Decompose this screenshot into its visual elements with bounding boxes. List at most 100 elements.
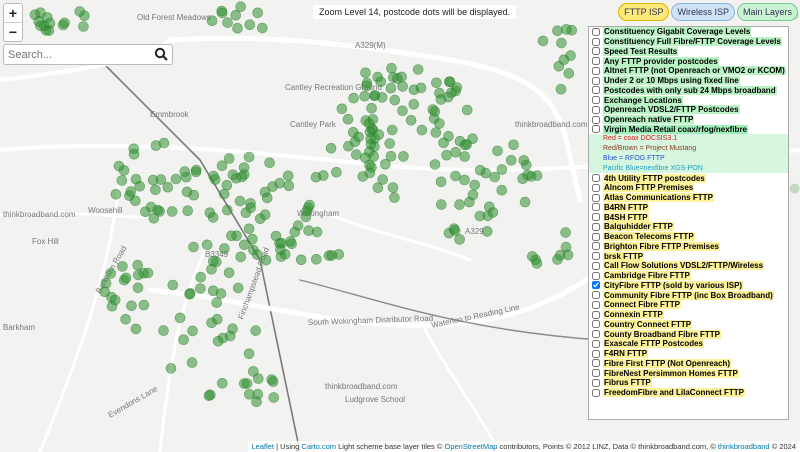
postcode-dot[interactable]	[223, 267, 235, 279]
postcode-dot[interactable]	[178, 334, 189, 346]
postcode-dot[interactable]	[389, 94, 401, 106]
postcode-dot[interactable]	[244, 19, 256, 31]
checkbox[interactable]	[592, 174, 600, 183]
postcode-dot[interactable]	[444, 76, 456, 87]
postcode-dot[interactable]	[147, 174, 159, 186]
checkbox[interactable]	[592, 320, 600, 329]
postcode-dot[interactable]	[467, 189, 479, 201]
postcode-dot[interactable]	[261, 192, 273, 204]
checkbox[interactable]	[592, 281, 600, 290]
checkbox[interactable]	[592, 203, 600, 212]
postcode-dot[interactable]	[789, 183, 800, 194]
postcode-dot[interactable]	[435, 94, 447, 105]
checkbox[interactable]	[592, 96, 600, 105]
checkbox[interactable]	[592, 369, 600, 378]
postcode-dot[interactable]	[391, 73, 403, 84]
checkbox[interactable]	[592, 261, 600, 270]
postcode-dot[interactable]	[243, 223, 255, 235]
postcode-dot[interactable]	[496, 184, 508, 196]
postcode-dot[interactable]	[250, 325, 261, 336]
postcode-dot[interactable]	[105, 268, 116, 279]
postcode-dot[interactable]	[217, 377, 228, 389]
checkbox[interactable]	[592, 183, 600, 192]
postcode-dot[interactable]	[517, 173, 529, 184]
postcode-dot[interactable]	[247, 233, 258, 245]
postcode-dot[interactable]	[397, 81, 408, 92]
postcode-dot[interactable]	[165, 363, 177, 374]
postcode-dot[interactable]	[454, 234, 465, 245]
postcode-dot[interactable]	[459, 174, 470, 186]
postcode-dot[interactable]	[450, 170, 461, 182]
postcode-dot[interactable]	[109, 294, 121, 306]
postcode-dot[interactable]	[474, 210, 486, 222]
checkbox[interactable]	[592, 115, 600, 124]
postcode-dot[interactable]	[236, 171, 248, 183]
postcode-dot[interactable]	[126, 300, 137, 312]
postcode-dot[interactable]	[459, 139, 471, 151]
checkbox[interactable]	[592, 252, 600, 261]
postcode-dot[interactable]	[274, 177, 286, 189]
postcode-dot[interactable]	[44, 17, 56, 29]
checkbox[interactable]	[592, 213, 600, 222]
postcode-dot[interactable]	[195, 271, 206, 283]
postcode-dot[interactable]	[349, 136, 361, 147]
postcode-dot[interactable]	[188, 241, 199, 253]
postcode-dot[interactable]	[310, 171, 322, 183]
postcode-dot[interactable]	[285, 236, 296, 247]
postcode-dot[interactable]	[252, 7, 264, 19]
postcode-dot[interactable]	[389, 192, 400, 203]
postcode-dot[interactable]	[174, 312, 186, 324]
postcode-dot[interactable]	[206, 15, 218, 27]
postcode-dot[interactable]	[386, 62, 397, 74]
checkbox[interactable]	[592, 125, 600, 134]
postcode-dot[interactable]	[325, 143, 337, 154]
postcode-dot[interactable]	[560, 227, 571, 238]
postcode-dot[interactable]	[474, 165, 486, 176]
tab[interactable]: Main Layers	[736, 3, 798, 21]
postcode-dot[interactable]	[74, 6, 86, 17]
postcode-dot[interactable]	[360, 67, 371, 79]
postcode-dot[interactable]	[134, 181, 145, 192]
postcode-dot[interactable]	[142, 267, 154, 279]
postcode-dot[interactable]	[435, 199, 447, 210]
postcode-dot[interactable]	[235, 251, 246, 263]
checkbox[interactable]	[592, 300, 600, 309]
postcode-dot[interactable]	[244, 388, 255, 400]
postcode-dot[interactable]	[372, 182, 384, 193]
postcode-dot[interactable]	[518, 155, 530, 166]
postcode-dot[interactable]	[364, 167, 376, 179]
postcode-dot[interactable]	[369, 141, 380, 152]
postcode-dot[interactable]	[243, 151, 255, 163]
checkbox[interactable]	[592, 193, 600, 202]
postcode-dot[interactable]	[226, 230, 237, 242]
postcode-dot[interactable]	[215, 288, 227, 299]
checkbox[interactable]	[592, 330, 600, 339]
postcode-dot[interactable]	[377, 174, 389, 185]
postcode-dot[interactable]	[431, 77, 442, 89]
postcode-dot[interactable]	[240, 207, 252, 218]
postcode-dot[interactable]	[230, 9, 242, 21]
postcode-dot[interactable]	[184, 288, 195, 300]
postcode-dot[interactable]	[203, 390, 215, 402]
checkbox[interactable]	[592, 310, 600, 319]
postcode-dot[interactable]	[348, 92, 359, 104]
postcode-dot[interactable]	[347, 127, 359, 138]
postcode-dot[interactable]	[120, 313, 131, 325]
link[interactable]: thinkbroadband	[717, 442, 770, 451]
postcode-dot[interactable]	[508, 139, 519, 151]
postcode-dot[interactable]	[120, 272, 132, 284]
postcode-dot[interactable]	[295, 254, 307, 266]
checkbox[interactable]	[592, 291, 600, 300]
postcode-dot[interactable]	[232, 22, 243, 34]
postcode-dot[interactable]	[150, 140, 162, 151]
postcode-dot[interactable]	[167, 279, 179, 291]
postcode-dot[interactable]	[342, 113, 354, 125]
checkbox[interactable]	[592, 339, 600, 348]
postcode-dot[interactable]	[552, 25, 563, 37]
postcode-dot[interactable]	[562, 249, 574, 261]
postcode-dot[interactable]	[227, 169, 239, 180]
postcode-dot[interactable]	[138, 299, 150, 311]
postcode-dot[interactable]	[162, 181, 174, 193]
postcode-dot[interactable]	[190, 166, 202, 178]
